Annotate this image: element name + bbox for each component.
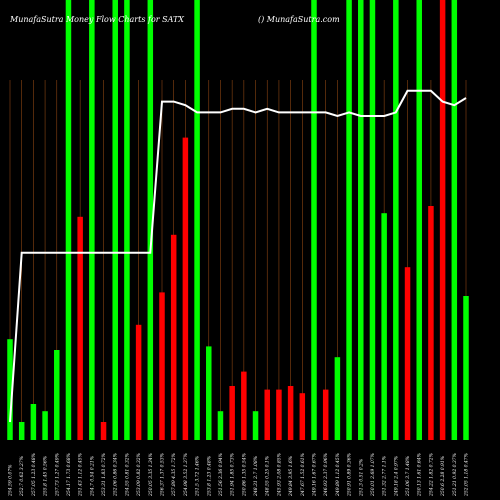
bars-group <box>7 0 469 440</box>
x-tick-label: 251.32 2.77 1.1% <box>382 456 388 497</box>
bar-green <box>381 213 387 440</box>
x-tick-label: 253.31 1.83 0.72% <box>101 453 107 497</box>
x-tick-label: 250.6 2.28 0.91% <box>440 456 446 497</box>
x-tick-label: 252.7 0.62 3.27% <box>19 456 25 497</box>
bar-green <box>89 0 95 440</box>
chart-title-left: MunafaSutra Money Flow Charts for SATX <box>9 15 184 24</box>
bar-green <box>206 346 212 440</box>
bar-green <box>451 0 458 440</box>
bar-red <box>264 389 270 440</box>
x-tick-label: 254.98 3.52 1.37% <box>183 453 189 497</box>
bar-red <box>428 206 434 440</box>
bar-green <box>334 357 341 440</box>
x-tick-label: 249.89 1.12 0.45% <box>335 453 341 497</box>
bar-red <box>170 234 177 440</box>
x-tick-label: 248.55 0.25 0.1% <box>265 456 271 497</box>
bar-green <box>18 422 25 440</box>
bar-red <box>322 389 329 440</box>
bar-green <box>65 0 72 440</box>
money-flow-line <box>9 89 467 423</box>
x-tick-label: 257.73 1.27 0.49% <box>54 453 60 497</box>
x-tick-label: 250.01 2.69 1.07% <box>370 453 376 497</box>
bar-green <box>393 0 399 440</box>
x-tick-label: 250.13 1.61 0.64% <box>417 453 423 497</box>
x-tick-label: 249.84 3.95 1.6% <box>288 456 294 497</box>
x-tick-label: 252.05 1.18 0.47% <box>464 453 470 497</box>
x-tick-label: 249.16 1.67 0.67% <box>312 453 318 497</box>
x-tick-label: 254.17 1.73 0.68% <box>66 453 72 497</box>
bar-red <box>159 292 165 440</box>
bar-green <box>358 0 364 440</box>
bar-red <box>404 267 411 440</box>
bar-green <box>124 0 130 440</box>
x-tick-label: 251.43 1.12 0.45% <box>78 453 84 497</box>
x-tick-label: 249.18 2.4 0.97% <box>393 456 399 497</box>
bar-green <box>30 404 37 440</box>
x-tick-label: 251.3 0.51 0.2% <box>358 459 364 497</box>
bar-red <box>135 324 142 440</box>
x-tick-label: 251.56 2.36 0.94% <box>218 453 224 497</box>
chart-title-right: () MunafaSutra.com <box>258 15 340 24</box>
x-tick-labels: 254.59 0.07% 252.7 0.62 3.27% 257.05 1.23 … <box>8 453 470 497</box>
bar-green <box>194 0 200 440</box>
bar-green <box>369 0 376 440</box>
x-tick-label: 257.89 4.35 1.72% <box>171 453 177 497</box>
bar-green <box>463 296 469 440</box>
x-tick-label: 245.93 2.08 0.85% <box>276 453 282 497</box>
bar-red <box>276 389 282 440</box>
x-tick-label: 251.94 1.85 0.73% <box>230 453 236 497</box>
bar-red <box>299 393 306 440</box>
bar-red <box>182 137 189 440</box>
x-tick-label: 257.05 1.23 0.48% <box>31 453 37 497</box>
x-tick-label: 254.59 0.07% <box>8 465 14 497</box>
x-tick-label: 250.91 0.89 0.36% <box>347 453 353 497</box>
x-tick-label: 251.21 0.92 0.37% <box>452 453 458 497</box>
x-tick-label: 254.55 0.81 0.32% <box>124 453 130 497</box>
bar-green <box>54 350 60 440</box>
bar-green <box>311 0 317 440</box>
x-tick-label: 246.93 2.37 0.96% <box>323 453 329 497</box>
bar-red <box>229 386 235 440</box>
bar-green <box>346 0 352 440</box>
x-tick-label: 255.8 1.45 0.56% <box>43 456 49 497</box>
bar-green <box>217 411 224 440</box>
bar-green <box>252 411 259 440</box>
x-tick-label: 250.86 1.35 0.54% <box>241 453 247 497</box>
bar-red <box>287 386 294 440</box>
x-tick-label: 253.09 0.82 0.32% <box>136 453 142 497</box>
x-tick-label: 247.67 1.52 0.61% <box>300 453 306 497</box>
bar-green <box>416 0 422 440</box>
x-tick-label: 254.22 1.82 0.72% <box>428 453 434 497</box>
x-tick-label: 253.8 1.23 0.48% <box>206 456 212 497</box>
bar-green <box>42 411 48 440</box>
x-tick-label: 256.37 1.37 0.53% <box>160 453 166 497</box>
bar-green <box>112 0 118 440</box>
bar-red <box>439 0 446 440</box>
bar-red <box>77 216 83 440</box>
bar-green <box>7 339 13 440</box>
bar-green <box>147 0 154 440</box>
x-tick-label: 254.7 0.54 0.21% <box>89 456 95 497</box>
x-tick-label: 252.06 0.86 0.34% <box>113 453 119 497</box>
bar-red <box>100 422 107 440</box>
x-tick-label: 250.05 3.35 1.34% <box>148 453 154 497</box>
bar-red <box>241 371 247 440</box>
x-tick-label: 251.06 3.7 1.48% <box>405 456 411 497</box>
x-tick-label: 251.5 3.72 1.46% <box>195 456 201 497</box>
x-tick-label: 248.31 2.7 1.08% <box>253 456 259 497</box>
